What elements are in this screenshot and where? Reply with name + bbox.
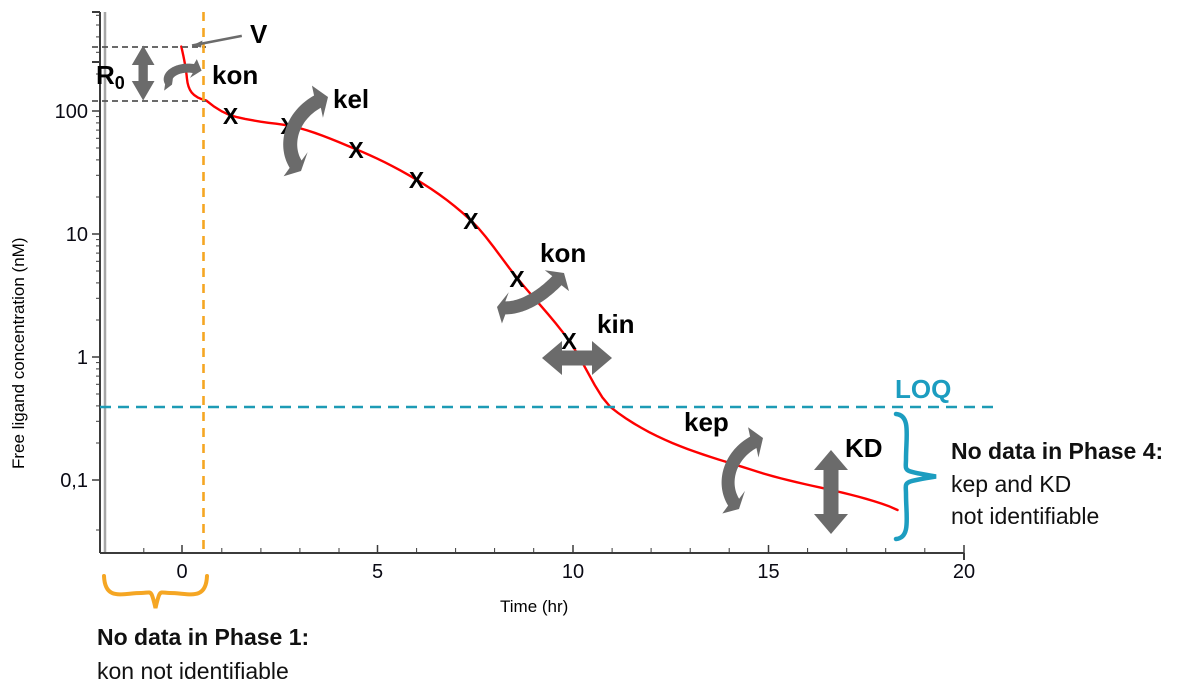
- svg-text:V: V: [250, 19, 268, 49]
- svg-text:1: 1: [77, 347, 88, 369]
- svg-text:10: 10: [562, 561, 584, 583]
- svg-text:X: X: [509, 266, 525, 292]
- svg-text:kep: kep: [684, 407, 729, 437]
- svg-text:No data in Phase 1:: No data in Phase 1:: [97, 624, 309, 650]
- svg-text:kep and KD: kep and KD: [951, 471, 1071, 497]
- svg-text:kin: kin: [597, 309, 635, 339]
- svg-text:X: X: [463, 208, 479, 234]
- svg-text:kel: kel: [333, 84, 369, 114]
- svg-text:5: 5: [372, 561, 383, 583]
- svg-text:0: 0: [176, 561, 187, 583]
- svg-text:15: 15: [757, 561, 779, 583]
- svg-text:100: 100: [55, 101, 88, 123]
- svg-text:KD: KD: [845, 433, 883, 463]
- svg-text:10: 10: [66, 224, 88, 246]
- svg-text:kon not identifiable: kon not identifiable: [97, 658, 289, 684]
- svg-text:20: 20: [953, 561, 975, 583]
- svg-text:X: X: [223, 103, 239, 129]
- svg-text:R0: R0: [96, 60, 125, 93]
- svg-text:LOQ: LOQ: [895, 374, 951, 404]
- svg-text:No data in Phase 4:: No data in Phase 4:: [951, 438, 1163, 464]
- svg-text:kon: kon: [540, 238, 586, 268]
- svg-text:not identifiable: not identifiable: [951, 503, 1099, 529]
- svg-text:X: X: [561, 328, 577, 354]
- svg-text:0,1: 0,1: [60, 470, 88, 492]
- svg-text:kon: kon: [212, 60, 258, 90]
- svg-text:X: X: [348, 137, 364, 163]
- svg-text:X: X: [409, 167, 425, 193]
